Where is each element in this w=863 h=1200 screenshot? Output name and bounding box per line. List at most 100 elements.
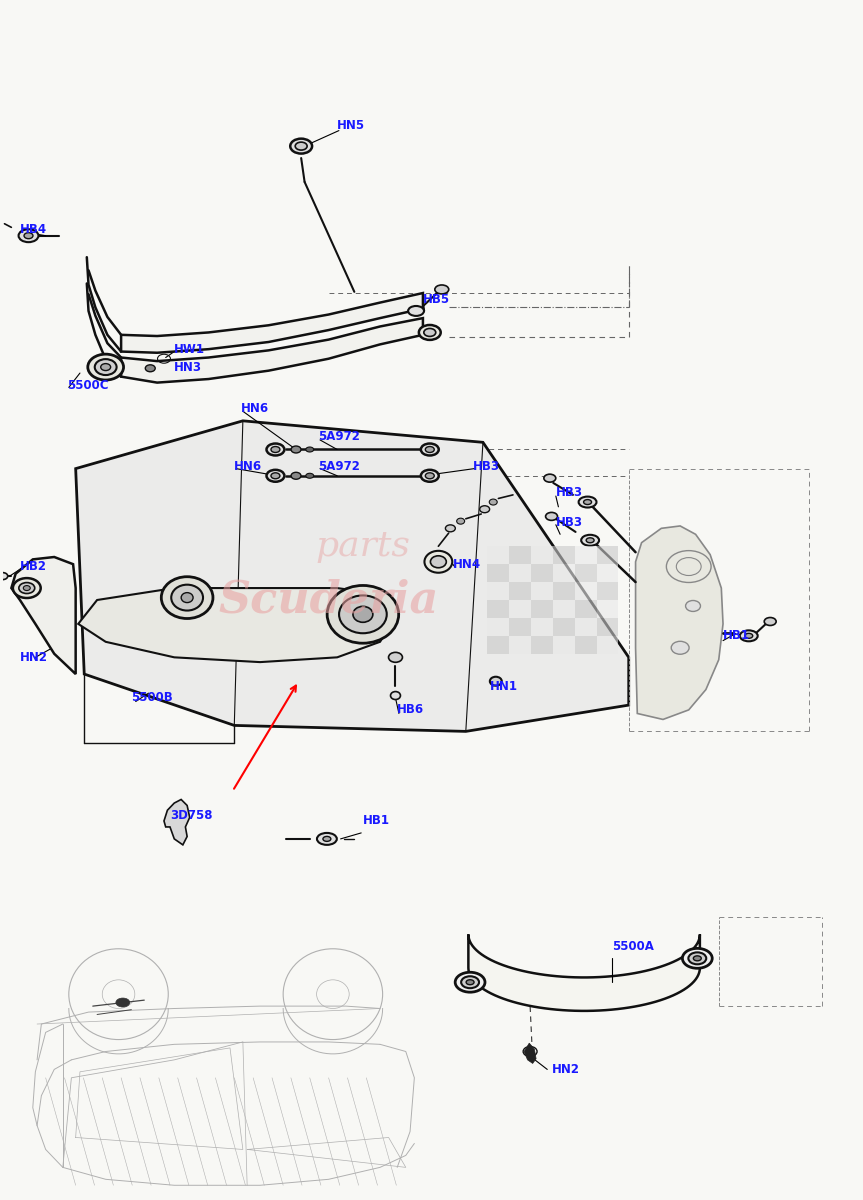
Ellipse shape [466, 979, 474, 985]
Ellipse shape [353, 606, 373, 623]
Text: HB3: HB3 [473, 460, 500, 473]
Ellipse shape [425, 446, 434, 452]
Ellipse shape [323, 836, 331, 841]
Bar [488, 618, 509, 636]
Ellipse shape [461, 977, 479, 988]
Polygon shape [76, 421, 629, 731]
Bar [575, 564, 596, 582]
Ellipse shape [583, 499, 591, 504]
Bar [553, 546, 575, 564]
Text: 5500B: 5500B [131, 691, 173, 704]
Ellipse shape [457, 518, 464, 524]
Ellipse shape [23, 586, 30, 590]
Ellipse shape [489, 499, 497, 505]
Text: HB6: HB6 [397, 703, 425, 716]
Bar [488, 546, 509, 564]
Text: HW1: HW1 [174, 343, 205, 355]
Text: HB1: HB1 [723, 629, 750, 642]
Bar [553, 636, 575, 654]
Ellipse shape [435, 284, 449, 294]
Bar [596, 618, 619, 636]
Bar [531, 564, 553, 582]
Ellipse shape [181, 593, 193, 602]
Polygon shape [469, 935, 700, 1010]
Bar [531, 618, 553, 636]
Text: HN2: HN2 [20, 650, 48, 664]
Ellipse shape [480, 505, 489, 512]
Bar [509, 600, 531, 618]
Polygon shape [121, 318, 423, 383]
Bar [553, 618, 575, 636]
Ellipse shape [765, 618, 776, 625]
Polygon shape [11, 557, 76, 674]
Ellipse shape [145, 365, 155, 372]
Bar [596, 564, 619, 582]
Ellipse shape [24, 233, 33, 239]
Bar [575, 582, 596, 600]
Polygon shape [121, 293, 423, 353]
Ellipse shape [445, 524, 456, 532]
Text: HB5: HB5 [423, 293, 450, 306]
Ellipse shape [745, 634, 753, 638]
Ellipse shape [95, 359, 117, 376]
Bar [488, 582, 509, 600]
Ellipse shape [689, 953, 706, 965]
Ellipse shape [693, 956, 702, 961]
Bar [488, 564, 509, 582]
Text: HB1: HB1 [363, 815, 390, 828]
Ellipse shape [271, 446, 280, 452]
Text: HB3: HB3 [556, 516, 583, 529]
Ellipse shape [391, 691, 400, 700]
Ellipse shape [408, 306, 424, 316]
Text: 5A972: 5A972 [318, 430, 360, 443]
Ellipse shape [685, 600, 701, 612]
Polygon shape [164, 799, 190, 845]
Polygon shape [79, 588, 397, 662]
Ellipse shape [0, 572, 8, 580]
Ellipse shape [388, 653, 402, 662]
Bar [509, 582, 531, 600]
Ellipse shape [295, 142, 307, 150]
Ellipse shape [424, 329, 436, 336]
Ellipse shape [161, 577, 213, 618]
Bar [596, 636, 619, 654]
Bar [509, 636, 531, 654]
Bar [575, 600, 596, 618]
Text: 5500A: 5500A [612, 940, 653, 953]
Bar [531, 636, 553, 654]
Ellipse shape [544, 474, 556, 482]
Bar [575, 618, 596, 636]
Ellipse shape [306, 473, 314, 479]
Text: Scuderia: Scuderia [218, 578, 438, 622]
Ellipse shape [116, 998, 129, 1007]
Ellipse shape [290, 139, 312, 154]
Bar [509, 618, 531, 636]
Bar [575, 546, 596, 564]
Bar [531, 600, 553, 618]
Ellipse shape [455, 972, 485, 992]
Text: HB2: HB2 [20, 560, 47, 574]
Text: HN6: HN6 [234, 460, 262, 473]
Bar [596, 546, 619, 564]
Bar [488, 600, 509, 618]
Bar [553, 564, 575, 582]
Text: HN6: HN6 [241, 402, 269, 415]
Ellipse shape [586, 538, 594, 542]
Polygon shape [524, 1043, 536, 1063]
Text: HB4: HB4 [20, 223, 47, 236]
Ellipse shape [425, 551, 452, 572]
Ellipse shape [267, 444, 285, 456]
Bar [488, 636, 509, 654]
Text: parts: parts [316, 529, 410, 563]
Ellipse shape [339, 595, 387, 634]
Bar [509, 564, 531, 582]
Ellipse shape [271, 473, 280, 479]
Text: 5500C: 5500C [67, 378, 109, 391]
Bar [596, 600, 619, 618]
Ellipse shape [545, 512, 557, 521]
Text: HB3: HB3 [556, 486, 583, 499]
Text: 3D758: 3D758 [170, 809, 212, 822]
Bar [575, 636, 596, 654]
Ellipse shape [267, 470, 285, 481]
Ellipse shape [101, 364, 110, 371]
